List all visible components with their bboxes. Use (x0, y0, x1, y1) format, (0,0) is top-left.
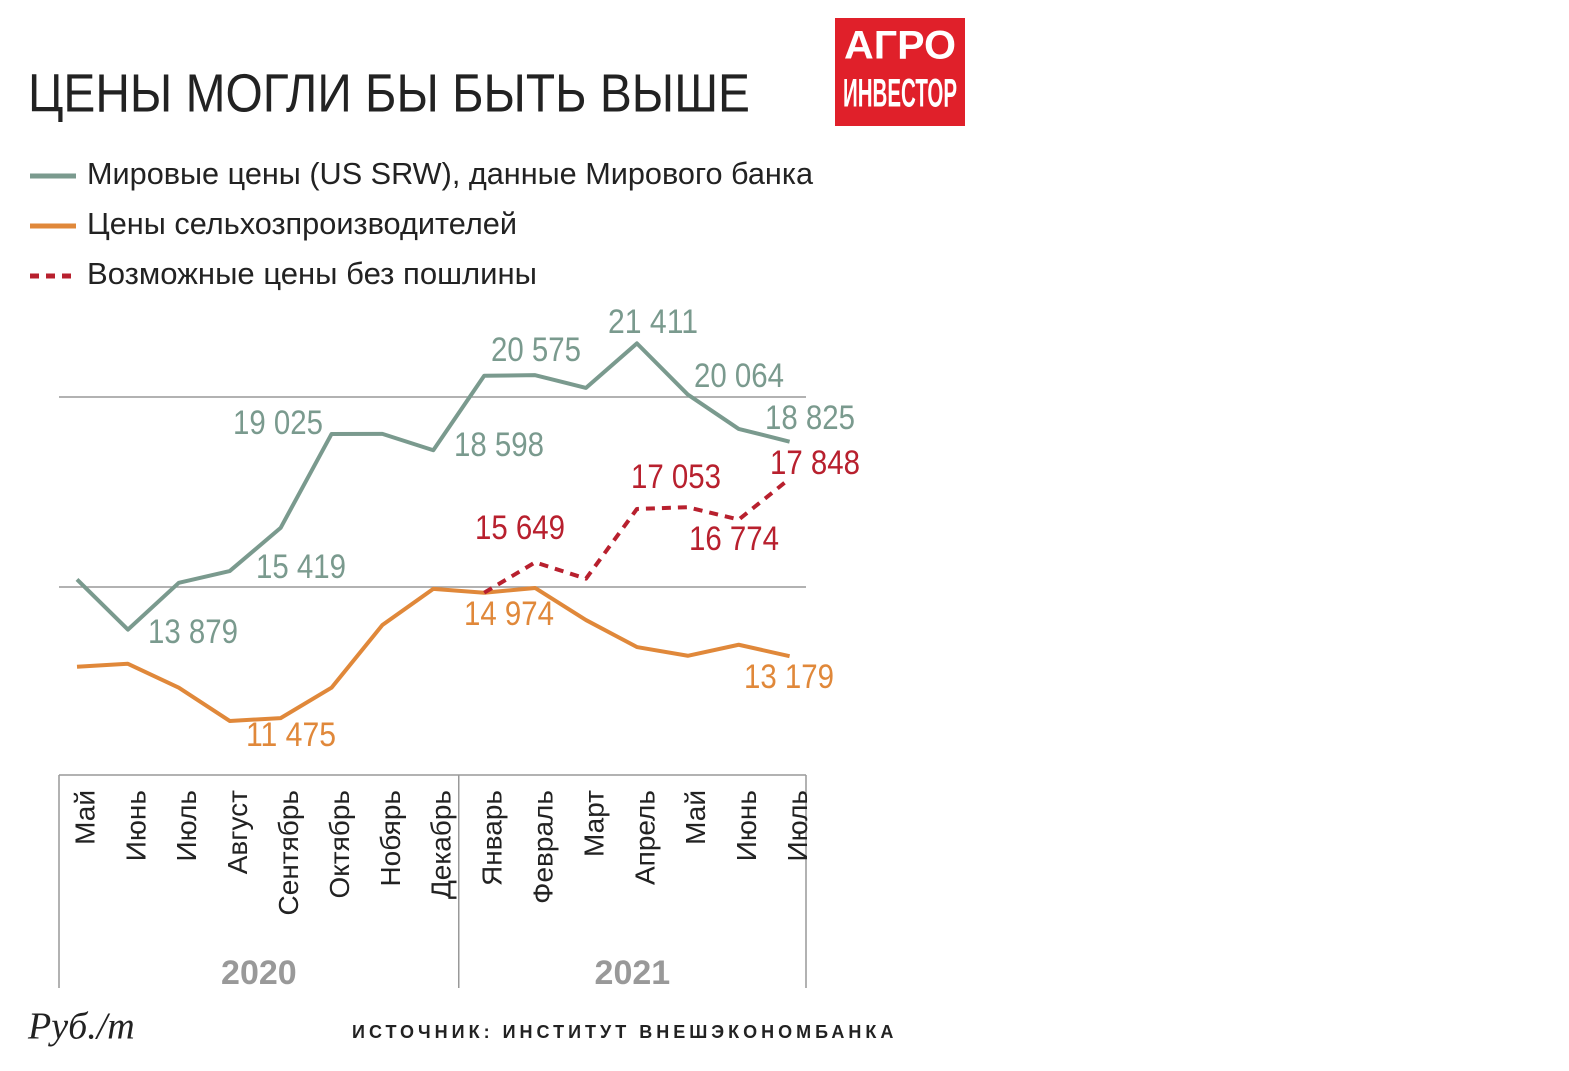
x-tick-label: Май (69, 790, 100, 845)
data-label: 16 774 (689, 520, 779, 558)
x-tick-label: Сентябрь (273, 790, 304, 915)
data-label: 21 411 (608, 303, 698, 341)
data-label: 17 053 (631, 458, 721, 496)
data-label: 11 475 (246, 716, 336, 754)
logo-text: АГРО (844, 24, 956, 68)
year-label: 2021 (595, 954, 671, 992)
x-tick-label: Апрель (629, 790, 660, 885)
year-label: 2020 (221, 954, 297, 992)
data-label: 15 419 (256, 548, 346, 586)
series-line (76, 585, 791, 723)
logo-text: ИНВЕСТОР (843, 72, 957, 116)
legend-label: Цены сельхозпроизводителей (87, 206, 517, 241)
series-line (75, 341, 791, 632)
data-label: 13 879 (148, 613, 238, 651)
x-tick-label: Май (680, 790, 711, 845)
x-tick-label: Январь (477, 790, 508, 886)
chart-title: ЦЕНЫ МОГЛИ БЫ БЫТЬ ВЫШЕ (28, 63, 750, 123)
data-label: 20 064 (694, 357, 784, 395)
data-label: 18 825 (765, 399, 855, 437)
data-label: 18 598 (454, 426, 544, 464)
x-tick-label: Июль (171, 790, 202, 861)
data-label: 14 974 (464, 595, 554, 633)
unit-label: Руб./т (27, 1006, 135, 1048)
data-label: 20 575 (491, 331, 581, 369)
logo-box (835, 18, 965, 126)
data-label: 13 179 (744, 658, 834, 696)
x-tick-label: Декабрь (426, 790, 457, 899)
source: ИСТОЧНИК: ИНСТИТУТ ВНЕШЭКОНОМБАНКА (352, 1022, 897, 1042)
legend-label: Мировые цены (US SRW), данные Мирового б… (87, 156, 814, 191)
data-label: 17 848 (770, 444, 860, 482)
legend-label: Возможные цены без пошлины (87, 256, 537, 291)
series-line (483, 477, 791, 595)
x-tick-label: Июнь (731, 790, 762, 861)
x-tick-label: Июнь (120, 790, 151, 861)
x-tick-label: Нобярь (375, 790, 406, 887)
x-tick-label: Август (222, 790, 253, 874)
x-tick-label: Октябрь (324, 790, 355, 899)
data-label: 19 025 (233, 404, 323, 442)
x-tick-label: Март (578, 790, 609, 857)
data-label: 15 649 (475, 509, 565, 547)
x-tick-label: Февраль (527, 790, 558, 904)
x-tick-label: Июль (782, 790, 813, 861)
